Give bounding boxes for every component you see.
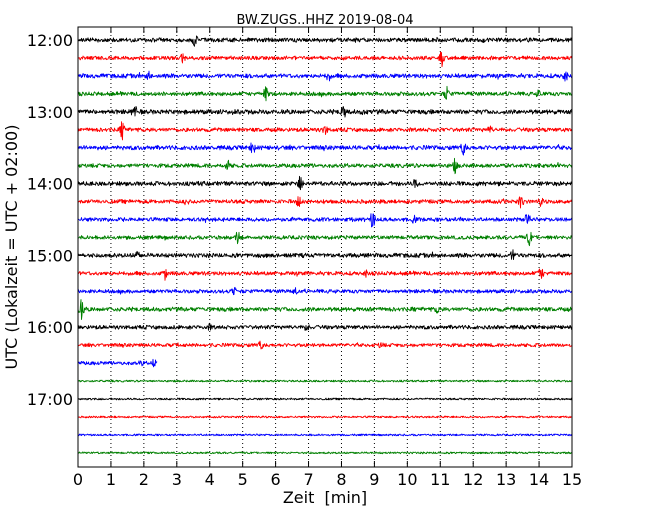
x-tick-label-0: 0 [73, 470, 83, 489]
y-tick-label-3: 15:00 [27, 246, 73, 265]
trace-1200 [77, 35, 573, 47]
chart-title: BW.ZUGS..HHZ 2019-08-04 [236, 13, 413, 28]
trace-1530 [77, 286, 573, 296]
y-tick-label-1: 13:00 [27, 103, 73, 122]
y-tick-label-2: 14:00 [27, 175, 73, 194]
x-tick-label-15: 15 [562, 470, 582, 489]
trace-1600 [77, 322, 573, 331]
x-tick-label-14: 14 [529, 470, 549, 489]
trace-1715 [77, 415, 573, 419]
trace-1330 [77, 142, 573, 156]
trace-group [77, 35, 573, 455]
x-tick-label-9: 9 [369, 470, 379, 489]
x-tick-label-2: 2 [139, 470, 149, 489]
x-tick-label-8: 8 [336, 470, 346, 489]
trace-1230 [77, 70, 573, 82]
trace-1300 [77, 105, 573, 118]
trace-1315 [77, 121, 573, 141]
trace-1700 [77, 397, 573, 401]
x-tick-label-13: 13 [496, 470, 516, 489]
trace-1445 [77, 231, 573, 247]
trace-1345 [77, 157, 573, 175]
x-axis-label: Zeit [min] [283, 488, 367, 507]
trace-1430 [77, 213, 573, 228]
x-tick-label-3: 3 [172, 470, 182, 489]
x-tick-label-4: 4 [205, 470, 215, 489]
x-axis: 0 1 2 3 4 5 6 7 8 9 10 11 12 13 14 15 [73, 27, 582, 489]
y-tick-label-4: 16:00 [27, 318, 73, 337]
x-tick-label-5: 5 [238, 470, 248, 489]
trace-1545 [77, 299, 573, 320]
y-axis: 12:00 13:00 14:00 15:00 16:00 17:00 [27, 31, 572, 409]
trace-1645 [77, 379, 573, 383]
trace-1215 [77, 51, 573, 68]
x-tick-label-6: 6 [271, 470, 281, 489]
trace-1745 [77, 451, 573, 455]
trace-1415 [77, 196, 573, 209]
vertical-grid [110, 27, 540, 467]
plot-frame [77, 26, 573, 468]
trace-1500 [77, 249, 573, 261]
trace-1515 [77, 268, 573, 281]
trace-1630 [77, 358, 158, 368]
trace-1245 [77, 85, 573, 102]
y-tick-label-0: 12:00 [27, 31, 73, 50]
trace-1400 [77, 175, 573, 191]
trace-1615 [77, 340, 573, 350]
x-tick-label-1: 1 [106, 470, 116, 489]
x-tick-label-12: 12 [463, 470, 483, 489]
x-tick-label-10: 10 [397, 470, 417, 489]
trace-1730 [77, 433, 573, 437]
y-axis-label: UTC (Lokalzeit = UTC + 02:00) [2, 125, 21, 370]
x-tick-label-11: 11 [430, 470, 450, 489]
y-tick-label-5: 17:00 [27, 390, 73, 409]
x-tick-label-7: 7 [303, 470, 313, 489]
